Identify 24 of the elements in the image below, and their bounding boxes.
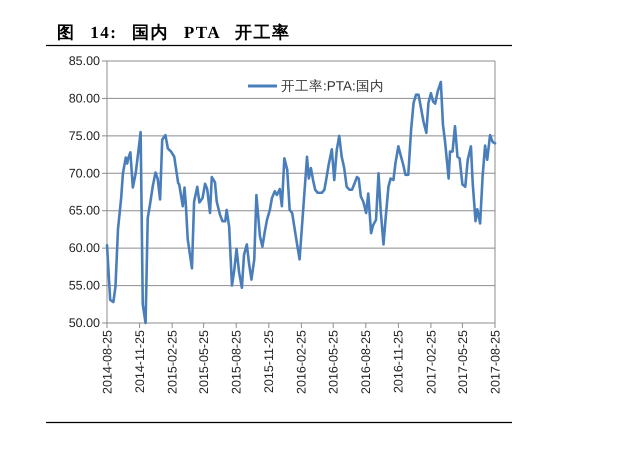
x-tick-label: 2017-02-25 [424, 330, 438, 394]
x-tick-label: 2014-11-25 [132, 330, 147, 394]
y-tick-label: 80.00 [68, 91, 100, 106]
x-tick-label: 2017-05-25 [456, 330, 470, 394]
y-tick-label: 65.00 [68, 204, 100, 218]
y-tick-label: 55.00 [68, 278, 100, 293]
x-tick-label: 2015-11-25 [262, 330, 276, 394]
y-tick-label: 60.00 [68, 241, 100, 256]
x-tick-label: 2015-02-25 [166, 330, 180, 394]
x-tick-label: 2016-05-25 [326, 330, 341, 394]
x-tick-label: 2016-02-25 [294, 330, 309, 394]
y-tick-label: 85.00 [68, 54, 100, 68]
x-tick-label: 2015-08-25 [230, 330, 244, 394]
y-tick-label: 70.00 [68, 166, 100, 180]
line-series [106, 80, 496, 324]
x-tick-label: 2014-08-25 [100, 330, 114, 394]
chart-title: 图 14: 国内 PTA 开工率 [57, 23, 290, 42]
x-tick-label: 2015-05-25 [197, 330, 212, 394]
x-tick-label: 2017-08-25 [488, 330, 502, 394]
y-tick-label: 75.00 [68, 128, 100, 143]
y-tick-label: 50.00 [68, 316, 100, 330]
x-tick-label: 2016-08-25 [359, 330, 374, 394]
x-tick-label: 2016-11-25 [392, 330, 406, 394]
legend-label: 开工率:PTA:国内 [281, 78, 384, 94]
